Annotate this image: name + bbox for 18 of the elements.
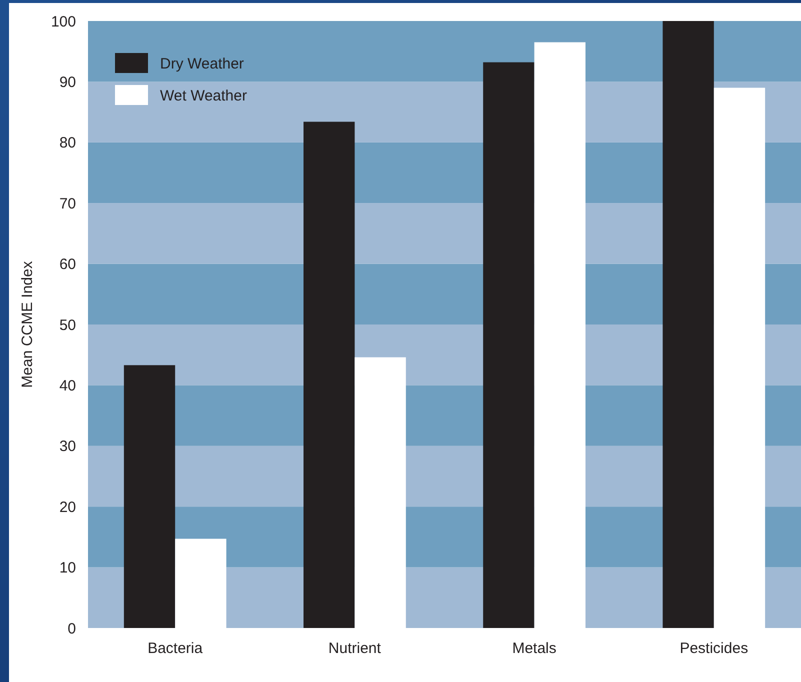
y-tick-label: 60 [59, 256, 76, 274]
y-tick-label: 50 [59, 316, 76, 334]
x-tick-label: Nutrient [328, 640, 382, 657]
x-tick-label: Metals [512, 640, 556, 657]
y-tick-label: 0 [68, 620, 76, 638]
y-tick-label: 90 [59, 74, 76, 91]
y-tick-label: 30 [59, 438, 76, 456]
legend-label: Wet Weather [160, 87, 247, 104]
y-tick-label: 10 [59, 560, 76, 577]
y-tick-label: 20 [59, 498, 76, 516]
y-tick-label: 100 [50, 13, 76, 30]
x-tick-label: Bacteria [148, 640, 204, 657]
y-tick-label: 40 [59, 377, 76, 394]
y-tick-label: 80 [59, 134, 76, 152]
y-tick-label: 70 [59, 195, 76, 212]
x-tick-label: Pesticides [680, 640, 748, 657]
y-axis-title: Mean CCME Index [19, 260, 36, 388]
legend-label: Dry Weather [160, 55, 244, 72]
